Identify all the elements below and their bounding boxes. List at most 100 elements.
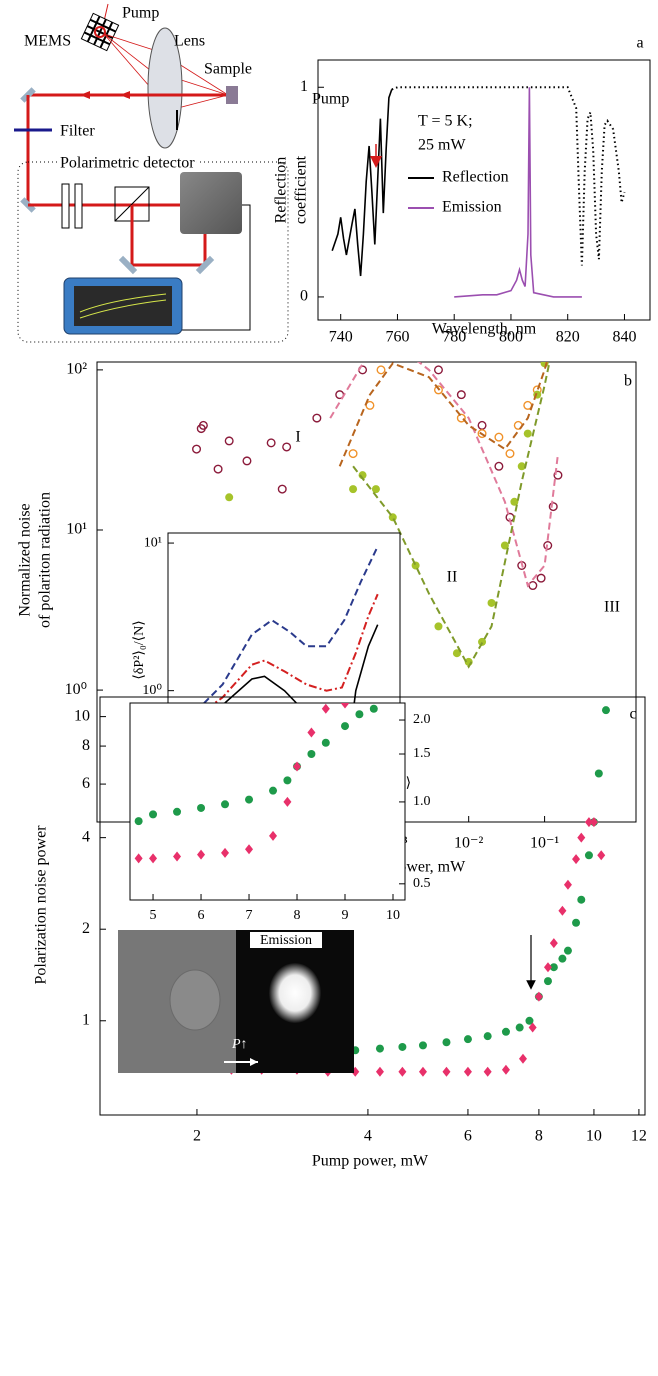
data-point [418,1041,427,1050]
y-tick-label: 10⁰ [65,681,87,698]
data-point [500,541,509,550]
x-tick-label: 4 [364,1128,372,1145]
beam-arrows [80,91,130,99]
data-point [277,484,287,494]
data-point [412,343,420,351]
data-point [282,442,292,452]
series-line [179,545,379,728]
x-tick-label: 840 [612,329,636,346]
data-point [269,786,278,795]
annotation: I [295,429,300,446]
data-point [563,946,572,955]
data-point [283,796,292,807]
data-point [375,1066,384,1077]
x-tick-label: 740 [329,329,353,346]
y-axis-label: ⟨δP²⟩₀/⟨N⟩ [132,620,147,679]
data-point [198,420,208,430]
data-point [307,727,316,738]
data-point [193,348,201,356]
y-tick-label: 0.5 [413,876,431,891]
data-point [456,413,466,423]
x-tick-label: 8 [294,908,301,923]
filter-label: Filter [60,123,95,140]
y-axis-label: Normalized noise [17,503,34,616]
y-tick-label: 10¹ [66,521,87,538]
data-point [242,456,252,466]
plot-frame [317,59,651,321]
y-tick-label: 1.5 [413,746,431,761]
data-point [341,722,350,731]
data-point [543,962,552,973]
data-point [523,429,532,438]
data-point [483,1032,492,1041]
mems [80,12,120,52]
x-tick-label: 10 [586,1128,602,1145]
data-point [452,649,461,658]
data-point [321,738,330,747]
panel-letter: c [629,706,636,723]
y-axis-label: Polarization noise power [33,825,50,985]
data-point [213,464,223,474]
data-point [518,1053,527,1064]
y-tick-label: 2.0 [413,712,431,727]
x-tick-label: 12 [631,1128,647,1145]
data-point [197,849,206,860]
chart: 740 760 780 800 820 840 0 1 Wavelength, nm Reflec… [273,35,651,346]
data-point [173,807,182,816]
data-point [349,485,358,494]
y-tick-label: 8 [82,737,90,754]
photo-label: Emission [260,933,312,948]
data-point [434,622,443,631]
y-tick-label: 10⁰ [142,683,162,698]
setup-diagram: Pump MEMS Lens Sample Filter Polarimetri… [14,3,289,343]
beam-splitter [114,186,150,222]
emission-photo: Emission P↑ [118,930,354,1073]
x-tick-label: 5 [150,908,157,923]
trace [79,293,167,319]
y-tick-label: 1 [300,78,308,95]
data-point [478,637,487,646]
data-point [515,1023,524,1032]
y-axis-label: coefficient [293,155,310,224]
beam [130,205,207,267]
plot-area [331,86,626,298]
data-point [321,703,330,714]
data-point [149,853,158,864]
detector-box [17,161,289,343]
mems-label: MEMS [24,33,71,50]
data-point [501,1027,510,1036]
y-tick-label: 10¹ [144,535,162,550]
plot-area [134,703,378,864]
mirror [195,255,215,275]
y-tick-label: 1 [82,1011,90,1028]
data-point [463,1066,472,1077]
plot-frame [129,702,406,901]
data-point [487,598,496,607]
plot-frame [99,696,646,1116]
x-tick-label: 7 [246,908,253,923]
y-tick-label: 6 [82,775,90,792]
data-point [312,413,322,423]
x-tick-label: 9 [342,908,349,923]
legend-label: Emission [442,199,502,216]
data-point [525,1016,534,1025]
data-point [572,918,581,927]
annotation: T = 5 K; [418,113,473,130]
data-point [558,905,567,916]
data-point [483,1066,492,1077]
data-point [134,853,143,864]
data-point [245,844,254,855]
data-point [553,470,563,480]
panel-letter: a [636,35,643,52]
data-point [412,353,420,361]
x-tick-label: 10 [386,908,400,923]
data-point [442,1038,451,1047]
data-point [173,851,182,862]
data-point [192,444,202,454]
lens-label: Lens [174,33,205,50]
data-point [494,461,504,471]
data-point [224,436,234,446]
x-tick-label: 760 [385,329,409,346]
data-point [348,449,358,459]
